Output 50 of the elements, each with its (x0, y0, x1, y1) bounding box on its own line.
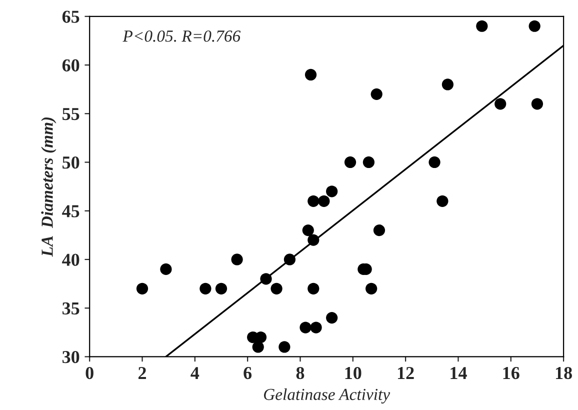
point (531, 98, 544, 110)
x-tick-label: 8 (296, 366, 304, 380)
point (304, 68, 317, 81)
y-tick-label: 60 (62, 59, 80, 72)
point (442, 78, 454, 90)
x-tick-label: 6 (244, 366, 252, 380)
point (528, 20, 540, 32)
y-axis-title: LA Diameters (mm) (41, 117, 56, 257)
point (326, 312, 338, 324)
point (278, 341, 290, 353)
y-tick-label: 30 (62, 350, 80, 364)
x-tick-label: 10 (345, 366, 362, 380)
point (215, 282, 228, 294)
point (231, 254, 243, 266)
point (300, 322, 312, 334)
point (318, 195, 330, 207)
y-tick-label: 40 (62, 254, 80, 266)
x-tick-label: 14 (450, 367, 467, 379)
point (436, 195, 448, 207)
point (326, 186, 338, 198)
point (160, 263, 172, 276)
point (308, 195, 320, 207)
point (136, 282, 148, 294)
point (494, 98, 506, 110)
x-tick-label: 12 (398, 366, 414, 379)
point (270, 282, 282, 294)
point (252, 341, 264, 353)
x-tick-label: 4 (190, 367, 200, 379)
x-tick-label: 0 (86, 366, 94, 380)
annotation: P<0.05. R=0.766 (122, 30, 241, 42)
y-tick-label: 65 (62, 10, 80, 23)
point (310, 322, 322, 334)
x-tick-label: 18 (556, 366, 572, 380)
point (428, 156, 440, 168)
point (476, 20, 488, 32)
point (370, 88, 382, 100)
point (362, 156, 375, 168)
point (302, 224, 314, 236)
x-tick-label: 16 (503, 366, 520, 380)
point (308, 282, 320, 294)
y-tick-label: 50 (62, 156, 80, 169)
point (373, 224, 386, 236)
point (200, 282, 212, 294)
x-tick-label: 2 (138, 366, 146, 379)
point (366, 282, 378, 294)
y-tick-label: 35 (62, 302, 80, 315)
y-tick-label: 55 (62, 108, 80, 120)
x-axis-title: Gelatinase Activity (264, 388, 390, 404)
point (344, 156, 356, 168)
y-tick-label: 45 (62, 205, 80, 218)
